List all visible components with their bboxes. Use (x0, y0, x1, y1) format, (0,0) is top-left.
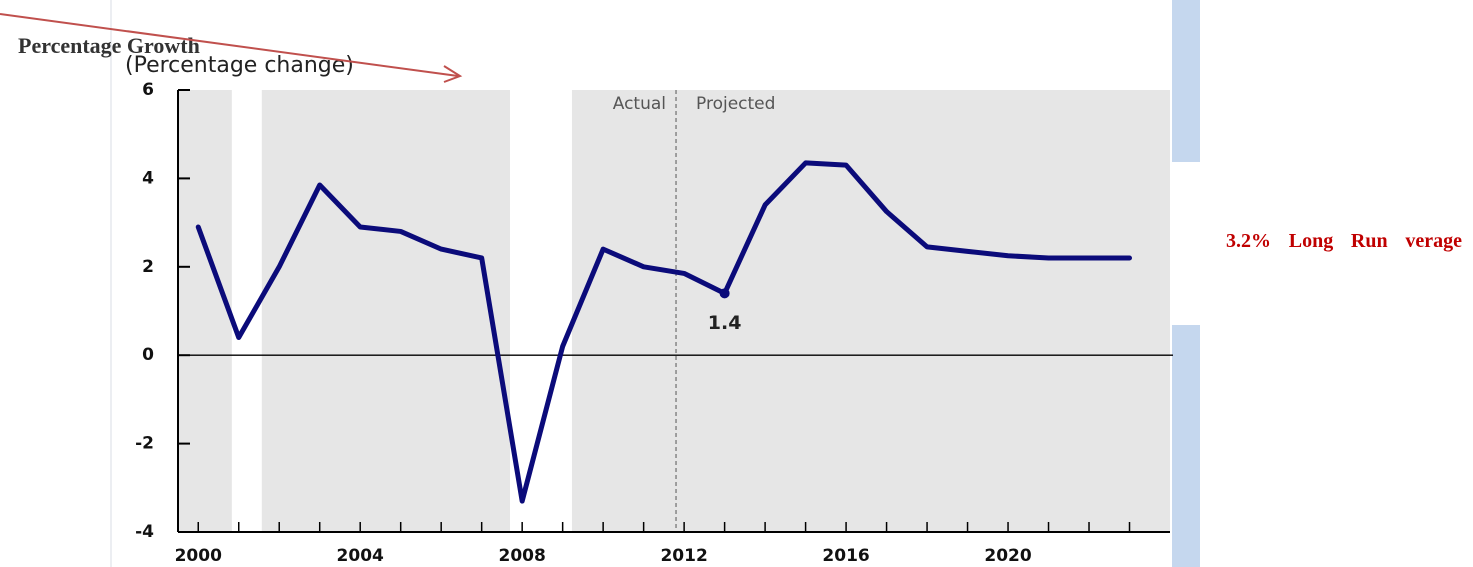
recession-band (510, 90, 572, 532)
deco-bar (1172, 0, 1200, 162)
y-tick-label: 6 (142, 80, 154, 100)
y-tick-label: 4 (142, 168, 154, 188)
y-tick-label: 0 (142, 345, 154, 365)
highlight-point (719, 288, 730, 299)
side-note-box: 3.2% Long Run verage (1226, 230, 1462, 252)
arrow-head (443, 65, 463, 83)
x-tick-label: 2012 (660, 546, 707, 566)
y-tick-label: 2 (142, 257, 154, 277)
annotation: 1.4 (708, 312, 742, 334)
arrow (0, 13, 459, 77)
x-tick-label: 2008 (498, 546, 545, 566)
deco-bar (1172, 325, 1200, 567)
recession-band (231, 90, 262, 532)
annotation: Actual (613, 94, 666, 114)
y-tick-label: -4 (135, 522, 154, 542)
x-tick-label: 2016 (822, 546, 869, 566)
side-note: 3.2% Long Run verage (1226, 230, 1462, 252)
annotation: Projected (696, 94, 775, 114)
x-tick-label: 2000 (175, 546, 222, 566)
x-tick-label: 2020 (984, 546, 1031, 566)
x-tick-label: 2004 (337, 546, 384, 566)
series-line (195, 160, 1133, 504)
plot-background (178, 90, 1170, 532)
plot: -4 -2 0 2 4 6 2000 2004 2008 2012 2016 2020 Actual Pr… (135, 80, 1173, 566)
y-tick-label: -2 (135, 434, 154, 454)
